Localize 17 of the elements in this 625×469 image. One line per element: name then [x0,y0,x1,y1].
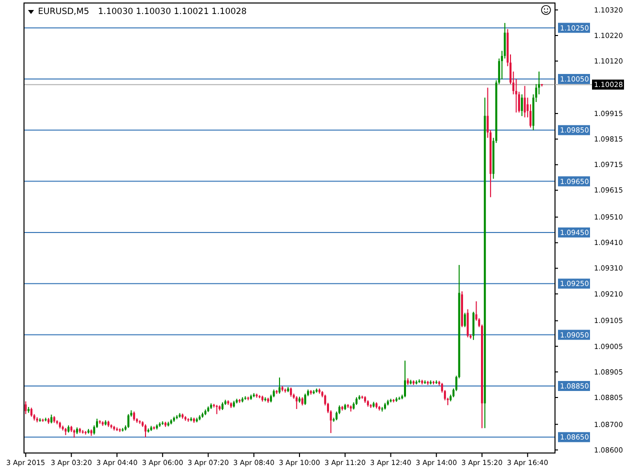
candlestick [304,393,306,406]
candlestick [24,400,27,415]
candlestick [127,414,130,428]
candlestick [520,94,523,117]
candlestick [404,360,406,398]
candlestick [290,387,292,398]
candlestick [464,312,466,328]
candlestick [216,404,218,415]
candlestick [466,308,469,338]
candlestick [133,411,136,422]
candlestick [524,85,526,118]
candlestick [472,311,474,340]
candlestick [296,396,298,410]
text: 1.10030 1.10030 1.10021 1.10028 [98,7,247,17]
text: EURUSD,M5 [38,7,90,17]
candlestick [278,377,281,394]
candlestick [144,424,146,438]
